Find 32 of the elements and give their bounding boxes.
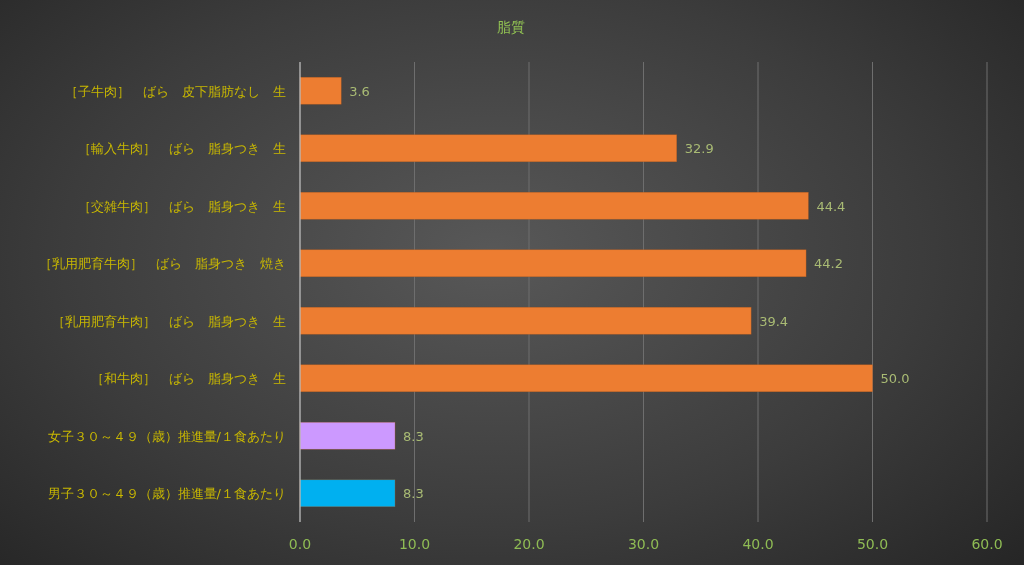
data-label: 39.4 bbox=[759, 313, 789, 329]
x-tick-label: 10.0 bbox=[398, 536, 431, 552]
y-tick-label: ［子牛肉］ ばら 皮下脂肪なし 生 bbox=[65, 83, 286, 99]
y-tick-label: ［交雑牛肉］ ばら 脂身つき 生 bbox=[78, 198, 286, 214]
data-label: 3.6 bbox=[349, 83, 370, 99]
data-label: 44.2 bbox=[814, 256, 844, 272]
x-tick-label: 40.0 bbox=[742, 536, 774, 552]
data-label: 8.3 bbox=[403, 428, 424, 444]
y-tick-label: 女子３０～４９（歳）推進量/１食あたり bbox=[47, 428, 286, 444]
y-tick-label: 男子３０～４９（歳）推進量/１食あたり bbox=[47, 486, 286, 502]
bar bbox=[299, 134, 678, 163]
bar bbox=[299, 479, 396, 508]
title: 脂質 bbox=[497, 19, 525, 35]
y-tick-label: ［乳用肥育牛肉］ ばら 脂身つき 生 bbox=[52, 313, 286, 329]
data-label: 8.3 bbox=[403, 486, 424, 502]
bar bbox=[299, 249, 807, 278]
y-tick-label: ［乳用肥育牛肉］ ばら 脂身つき 焼き bbox=[39, 256, 286, 272]
x-tick-label: 50.0 bbox=[856, 536, 889, 552]
data-label: 50.0 bbox=[880, 371, 910, 387]
bar bbox=[299, 191, 809, 220]
y-tick-label: ［和牛肉］ ばら 脂身つき 生 bbox=[91, 371, 286, 387]
bar bbox=[299, 76, 342, 105]
data-label: 32.9 bbox=[684, 141, 714, 157]
x-tick-label: 60.0 bbox=[971, 536, 1003, 552]
bar bbox=[299, 306, 752, 335]
data-label: 44.4 bbox=[816, 198, 846, 214]
x-tick-label: 30.0 bbox=[627, 536, 660, 552]
bar bbox=[299, 364, 873, 393]
x-tick-label: 0.0 bbox=[288, 536, 312, 552]
y-tick-label: ［輸入牛肉］ ばら 脂身つき 生 bbox=[78, 141, 286, 157]
bar bbox=[299, 421, 396, 450]
x-tick-label: 20.0 bbox=[513, 536, 545, 552]
